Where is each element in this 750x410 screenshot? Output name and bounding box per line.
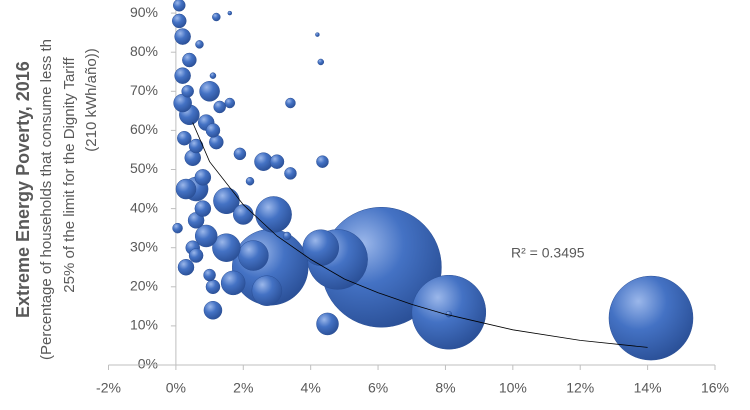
bubble (255, 196, 292, 233)
bubble (175, 178, 197, 200)
x-tick-label: 16% (701, 380, 729, 396)
trendline (192, 122, 648, 348)
bubble (251, 275, 283, 306)
bubble (317, 58, 325, 66)
bubble (172, 222, 183, 234)
bubble (174, 67, 191, 84)
bubble (269, 154, 285, 169)
bubble (285, 97, 296, 109)
y-title-line: 25% of the limit for the Dignity Tariff (61, 56, 78, 292)
y-tick-label: 0% (138, 356, 158, 372)
y-tick-label: 60% (130, 121, 158, 137)
bubble (316, 155, 329, 168)
x-tick-label: 4% (301, 380, 321, 396)
bubble (199, 81, 220, 102)
bubble (194, 200, 212, 217)
y-title-line: (210 kWh/año)) (83, 48, 100, 151)
bubble (177, 130, 192, 146)
bubble (315, 32, 320, 37)
bubble (205, 123, 221, 138)
bubble (203, 301, 223, 320)
bubble (213, 187, 240, 215)
bubble (173, 0, 186, 12)
bubble (233, 204, 254, 225)
y-title-line: (Percentage of households that consume l… (38, 39, 55, 360)
bubble (203, 268, 216, 282)
bubble (188, 248, 204, 263)
x-tick-label: 8% (435, 380, 455, 396)
y-tick-label: 90% (130, 4, 158, 20)
y-axis-title: Extreme Energy Poverty, 2016 (Percentage… (13, 39, 100, 360)
y-tick-label: 20% (130, 278, 158, 294)
y-tick-label: 80% (130, 43, 158, 59)
x-tick-label: 0% (166, 380, 186, 396)
bubble (177, 258, 195, 276)
bubble (245, 177, 255, 186)
y-tick-label: 30% (130, 238, 158, 254)
bubble (238, 240, 269, 271)
x-tick-label: 14% (634, 380, 662, 396)
bubble (195, 40, 204, 49)
x-tick-label: 10% (499, 380, 527, 396)
x-tick-label: 6% (368, 380, 388, 396)
bubble (194, 224, 218, 248)
x-tick-label: 2% (233, 380, 253, 396)
bubble (302, 229, 340, 266)
bubble (212, 12, 221, 22)
y-tick-label: 70% (130, 82, 158, 98)
y-title-main: Extreme Energy Poverty, 2016 (13, 61, 33, 318)
y-tick-label: 50% (130, 160, 158, 176)
x-tick-label: -2% (96, 380, 121, 396)
bubble (608, 275, 694, 361)
bubble (316, 312, 339, 336)
bubble (227, 10, 233, 16)
bubble (174, 28, 191, 45)
bubble (205, 279, 221, 295)
y-tick-label: 10% (130, 317, 158, 333)
bubble (194, 169, 212, 186)
bubble (224, 97, 236, 109)
bubble (282, 231, 292, 241)
bubble (212, 233, 241, 262)
bubble (213, 100, 226, 114)
bubble (284, 167, 297, 180)
bubble (233, 147, 247, 161)
bubble (220, 270, 246, 296)
bubble (172, 13, 187, 29)
bubble (181, 85, 194, 98)
bubble (209, 72, 217, 79)
r-squared: R² = 0.3495 (511, 245, 585, 261)
x-tick-label: 12% (566, 380, 594, 396)
y-tick-label: 40% (130, 199, 158, 215)
bubble (182, 52, 197, 68)
bubbles (172, 0, 694, 361)
